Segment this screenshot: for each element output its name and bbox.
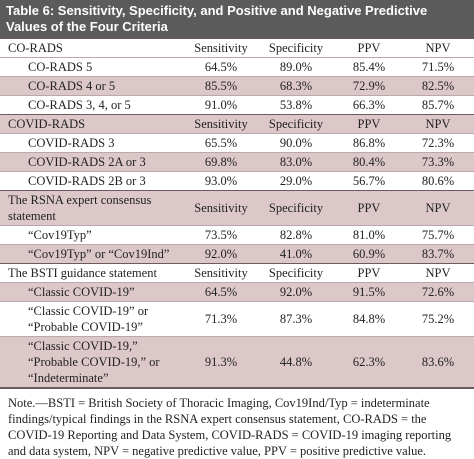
cell-value: 91.5% bbox=[336, 282, 402, 302]
section-label: CO-RADS bbox=[0, 38, 186, 58]
cell-value: 85.4% bbox=[336, 57, 402, 77]
cell-value: 85.7% bbox=[402, 95, 474, 115]
column-header: NPV bbox=[402, 263, 474, 283]
column-header: Sensitivity bbox=[186, 263, 256, 283]
cell-value: 83.0% bbox=[256, 152, 336, 172]
section-label: The RSNA expert consensus statement bbox=[0, 190, 186, 226]
row-label: COVID-RADS 2A or 3 bbox=[0, 152, 186, 172]
table-note: Note.—BSTI = British Society of Thoracic… bbox=[0, 387, 474, 459]
table: CO-RADS Sensitivity Specificity PPV NPV CO-RA… bbox=[0, 38, 474, 387]
data-row: CO-RADS 4 or 5 85.5% 68.3% 72.9% 82.5% bbox=[0, 76, 474, 96]
cell-value: 41.0% bbox=[256, 244, 336, 264]
data-row: COVID-RADS 3 65.5% 90.0% 86.8% 72.3% bbox=[0, 133, 474, 153]
data-row: “Cov19Typ” or “Cov19Ind” 92.0% 41.0% 60.9% 8… bbox=[0, 244, 474, 264]
data-row: CO-RADS 3, 4, or 5 91.0% 53.8% 66.3% 85.7% bbox=[0, 95, 474, 115]
cell-value: 71.5% bbox=[402, 57, 474, 77]
cell-value: 82.5% bbox=[402, 76, 474, 96]
cell-value: 72.3% bbox=[402, 133, 474, 153]
row-label: “Classic COVID-19” or “Probable COVID-19… bbox=[0, 301, 186, 337]
cell-value: 85.5% bbox=[186, 76, 256, 96]
column-header: NPV bbox=[402, 38, 474, 58]
cell-value: 65.5% bbox=[186, 133, 256, 153]
data-row: CO-RADS 5 64.5% 89.0% 85.4% 71.5% bbox=[0, 57, 474, 77]
section-header-row: CO-RADS Sensitivity Specificity PPV NPV bbox=[0, 38, 474, 58]
cell-value: 93.0% bbox=[186, 171, 256, 191]
section-header-row: COVID-RADS Sensitivity Specificity PPV NPV bbox=[0, 114, 474, 134]
cell-value: 73.3% bbox=[402, 152, 474, 172]
row-label: CO-RADS 4 or 5 bbox=[0, 76, 186, 96]
section-header-row: The BSTI guidance statement Sensitivity Sp… bbox=[0, 263, 474, 283]
column-header: Sensitivity bbox=[186, 38, 256, 58]
row-label: COVID-RADS 3 bbox=[0, 133, 186, 153]
cell-value: 64.5% bbox=[186, 57, 256, 77]
cell-value: 81.0% bbox=[336, 225, 402, 245]
cell-value: 69.8% bbox=[186, 152, 256, 172]
cell-value: 83.7% bbox=[402, 244, 474, 264]
row-label: CO-RADS 3, 4, or 5 bbox=[0, 95, 186, 115]
section-header-row: The RSNA expert consensus statement Sensi… bbox=[0, 190, 474, 226]
cell-value: 75.2% bbox=[402, 301, 474, 337]
row-label: COVID-RADS 2B or 3 bbox=[0, 171, 186, 191]
data-row: “Classic COVID-19” or “Probable COVID-19… bbox=[0, 301, 474, 337]
cell-value: 84.8% bbox=[336, 301, 402, 337]
cell-value: 83.6% bbox=[402, 336, 474, 387]
cell-value: 80.6% bbox=[402, 171, 474, 191]
cell-value: 92.0% bbox=[256, 282, 336, 302]
column-header: NPV bbox=[402, 190, 474, 226]
cell-value: 62.3% bbox=[336, 336, 402, 387]
row-label: “Classic COVID-19” bbox=[0, 282, 186, 302]
cell-value: 90.0% bbox=[256, 133, 336, 153]
column-header: PPV bbox=[336, 38, 402, 58]
cell-value: 75.7% bbox=[402, 225, 474, 245]
cell-value: 56.7% bbox=[336, 171, 402, 191]
cell-value: 82.8% bbox=[256, 225, 336, 245]
column-header: Specificity bbox=[256, 263, 336, 283]
data-row: COVID-RADS 2B or 3 93.0% 29.0% 56.7% 80.6% bbox=[0, 171, 474, 191]
cell-value: 92.0% bbox=[186, 244, 256, 264]
table-title: Table 6: Sensitivity, Specificity, and P… bbox=[0, 0, 474, 38]
cell-value: 44.8% bbox=[256, 336, 336, 387]
row-label: “Cov19Typ” bbox=[0, 225, 186, 245]
cell-value: 91.0% bbox=[186, 95, 256, 115]
cell-value: 72.9% bbox=[336, 76, 402, 96]
cell-value: 71.3% bbox=[186, 301, 256, 337]
cell-value: 91.3% bbox=[186, 336, 256, 387]
cell-value: 64.5% bbox=[186, 282, 256, 302]
row-label: “Cov19Typ” or “Cov19Ind” bbox=[0, 244, 186, 264]
section-label: COVID-RADS bbox=[0, 114, 186, 134]
column-header: PPV bbox=[336, 263, 402, 283]
cell-value: 68.3% bbox=[256, 76, 336, 96]
cell-value: 73.5% bbox=[186, 225, 256, 245]
column-header: PPV bbox=[336, 114, 402, 134]
column-header: NPV bbox=[402, 114, 474, 134]
cell-value: 29.0% bbox=[256, 171, 336, 191]
cell-value: 80.4% bbox=[336, 152, 402, 172]
row-label: “Classic COVID-19,” “Probable COVID-19,”… bbox=[0, 336, 186, 387]
column-header: Sensitivity bbox=[186, 190, 256, 226]
section-label: The BSTI guidance statement bbox=[0, 263, 186, 283]
data-row: “Classic COVID-19” 64.5% 92.0% 91.5% 72.6% bbox=[0, 282, 474, 302]
cell-value: 86.8% bbox=[336, 133, 402, 153]
cell-value: 89.0% bbox=[256, 57, 336, 77]
data-row: COVID-RADS 2A or 3 69.8% 83.0% 80.4% 73.3% bbox=[0, 152, 474, 172]
cell-value: 60.9% bbox=[336, 244, 402, 264]
row-label: CO-RADS 5 bbox=[0, 57, 186, 77]
cell-value: 87.3% bbox=[256, 301, 336, 337]
data-row: “Classic COVID-19,” “Probable COVID-19,”… bbox=[0, 336, 474, 387]
cell-value: 66.3% bbox=[336, 95, 402, 115]
column-header: PPV bbox=[336, 190, 402, 226]
column-header: Specificity bbox=[256, 38, 336, 58]
column-header: Specificity bbox=[256, 114, 336, 134]
column-header: Sensitivity bbox=[186, 114, 256, 134]
cell-value: 72.6% bbox=[402, 282, 474, 302]
column-header: Specificity bbox=[256, 190, 336, 226]
cell-value: 53.8% bbox=[256, 95, 336, 115]
data-row: “Cov19Typ” 73.5% 82.8% 81.0% 75.7% bbox=[0, 225, 474, 245]
